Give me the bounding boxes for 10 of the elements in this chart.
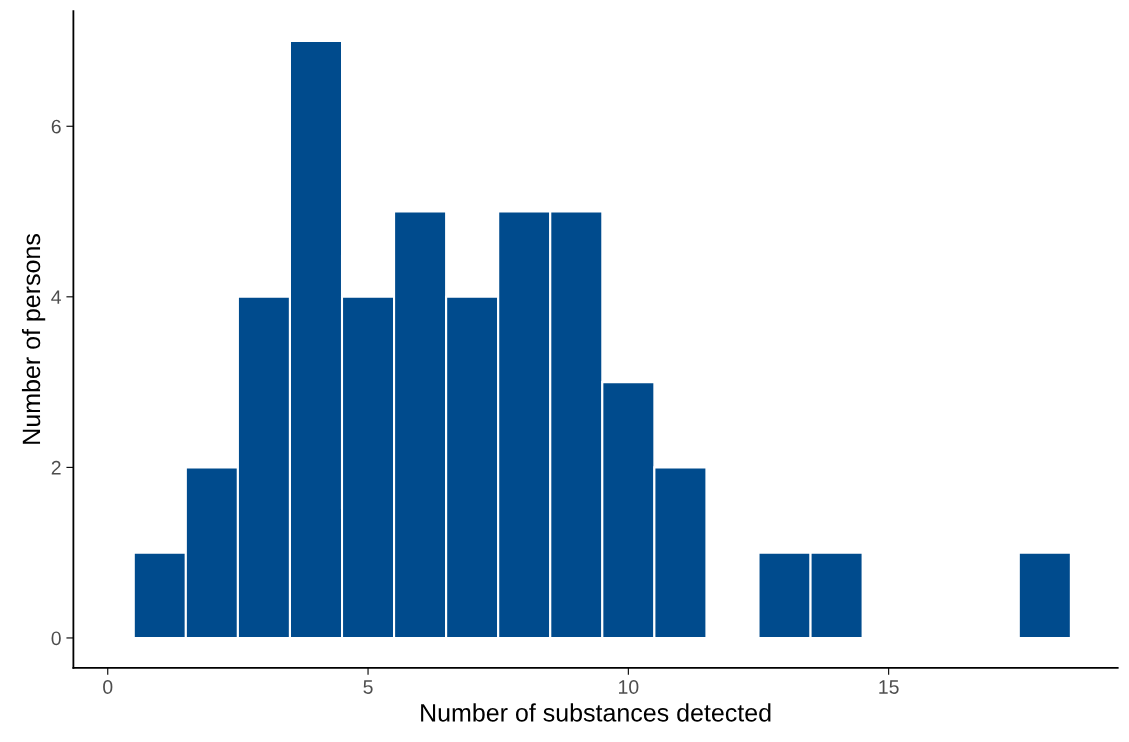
x-tick-label: 10 — [619, 680, 639, 694]
y-tick-label: 2 — [51, 460, 61, 475]
x-tick-label: 5 — [363, 680, 373, 694]
x-tick-label: 15 — [879, 680, 899, 694]
y-tick-label: 0 — [51, 631, 61, 646]
y-tick-label: 6 — [51, 119, 61, 134]
y-tick-label: 4 — [51, 290, 62, 304]
y-axis-title: Number of persons — [21, 234, 46, 444]
x-tick-label: 0 — [103, 680, 113, 694]
x-axis-title: Number of substances detected — [421, 703, 771, 722]
